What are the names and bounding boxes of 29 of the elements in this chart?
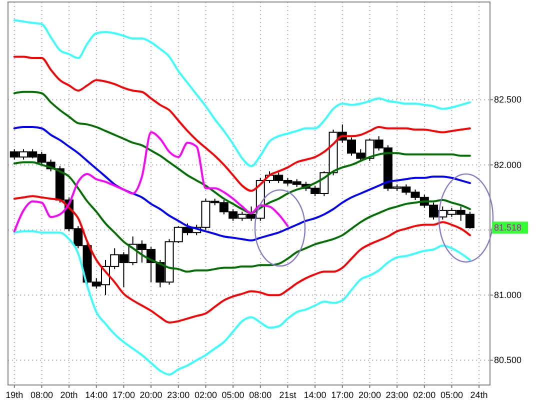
x-tick-label: 05:00 [440, 390, 463, 400]
x-tick-label: 24th [470, 390, 488, 400]
x-tick-label: 08:00 [249, 390, 272, 400]
x-tick-label: 23:00 [386, 390, 408, 400]
line-series [13, 19, 471, 168]
x-tick-label: 05:00 [222, 390, 244, 400]
line-series [13, 56, 471, 192]
x-tick-label: 20:00 [358, 390, 381, 400]
x-tick-label: 02:00 [413, 390, 436, 400]
x-tick-label: 02:00 [194, 390, 217, 400]
x-tick-label: 20th [60, 390, 78, 400]
y-tick-label: 82.500 [494, 94, 522, 105]
x-tick-label: 14:00 [304, 390, 326, 400]
text: 81.518 [494, 222, 522, 233]
y-tick-label: 82.000 [494, 160, 522, 170]
line-series [13, 195, 471, 324]
x-tick-label: 21st [279, 390, 297, 400]
x-tick-label: 20:00 [140, 390, 162, 400]
x-tick-label: 14:00 [85, 390, 108, 400]
line-series [13, 126, 471, 242]
x-tick-label: 17:00 [331, 390, 354, 400]
y-tick-label: 81.000 [494, 290, 522, 300]
x-tick-label: 19th [6, 390, 24, 400]
x-tick-label: 23:00 [167, 390, 190, 400]
x-tick-label: 17:00 [112, 390, 135, 400]
x-tick-label: 08:00 [30, 390, 53, 400]
line-series [13, 131, 289, 232]
line-series [13, 230, 471, 376]
y-tick-label: 80.500 [494, 355, 522, 366]
